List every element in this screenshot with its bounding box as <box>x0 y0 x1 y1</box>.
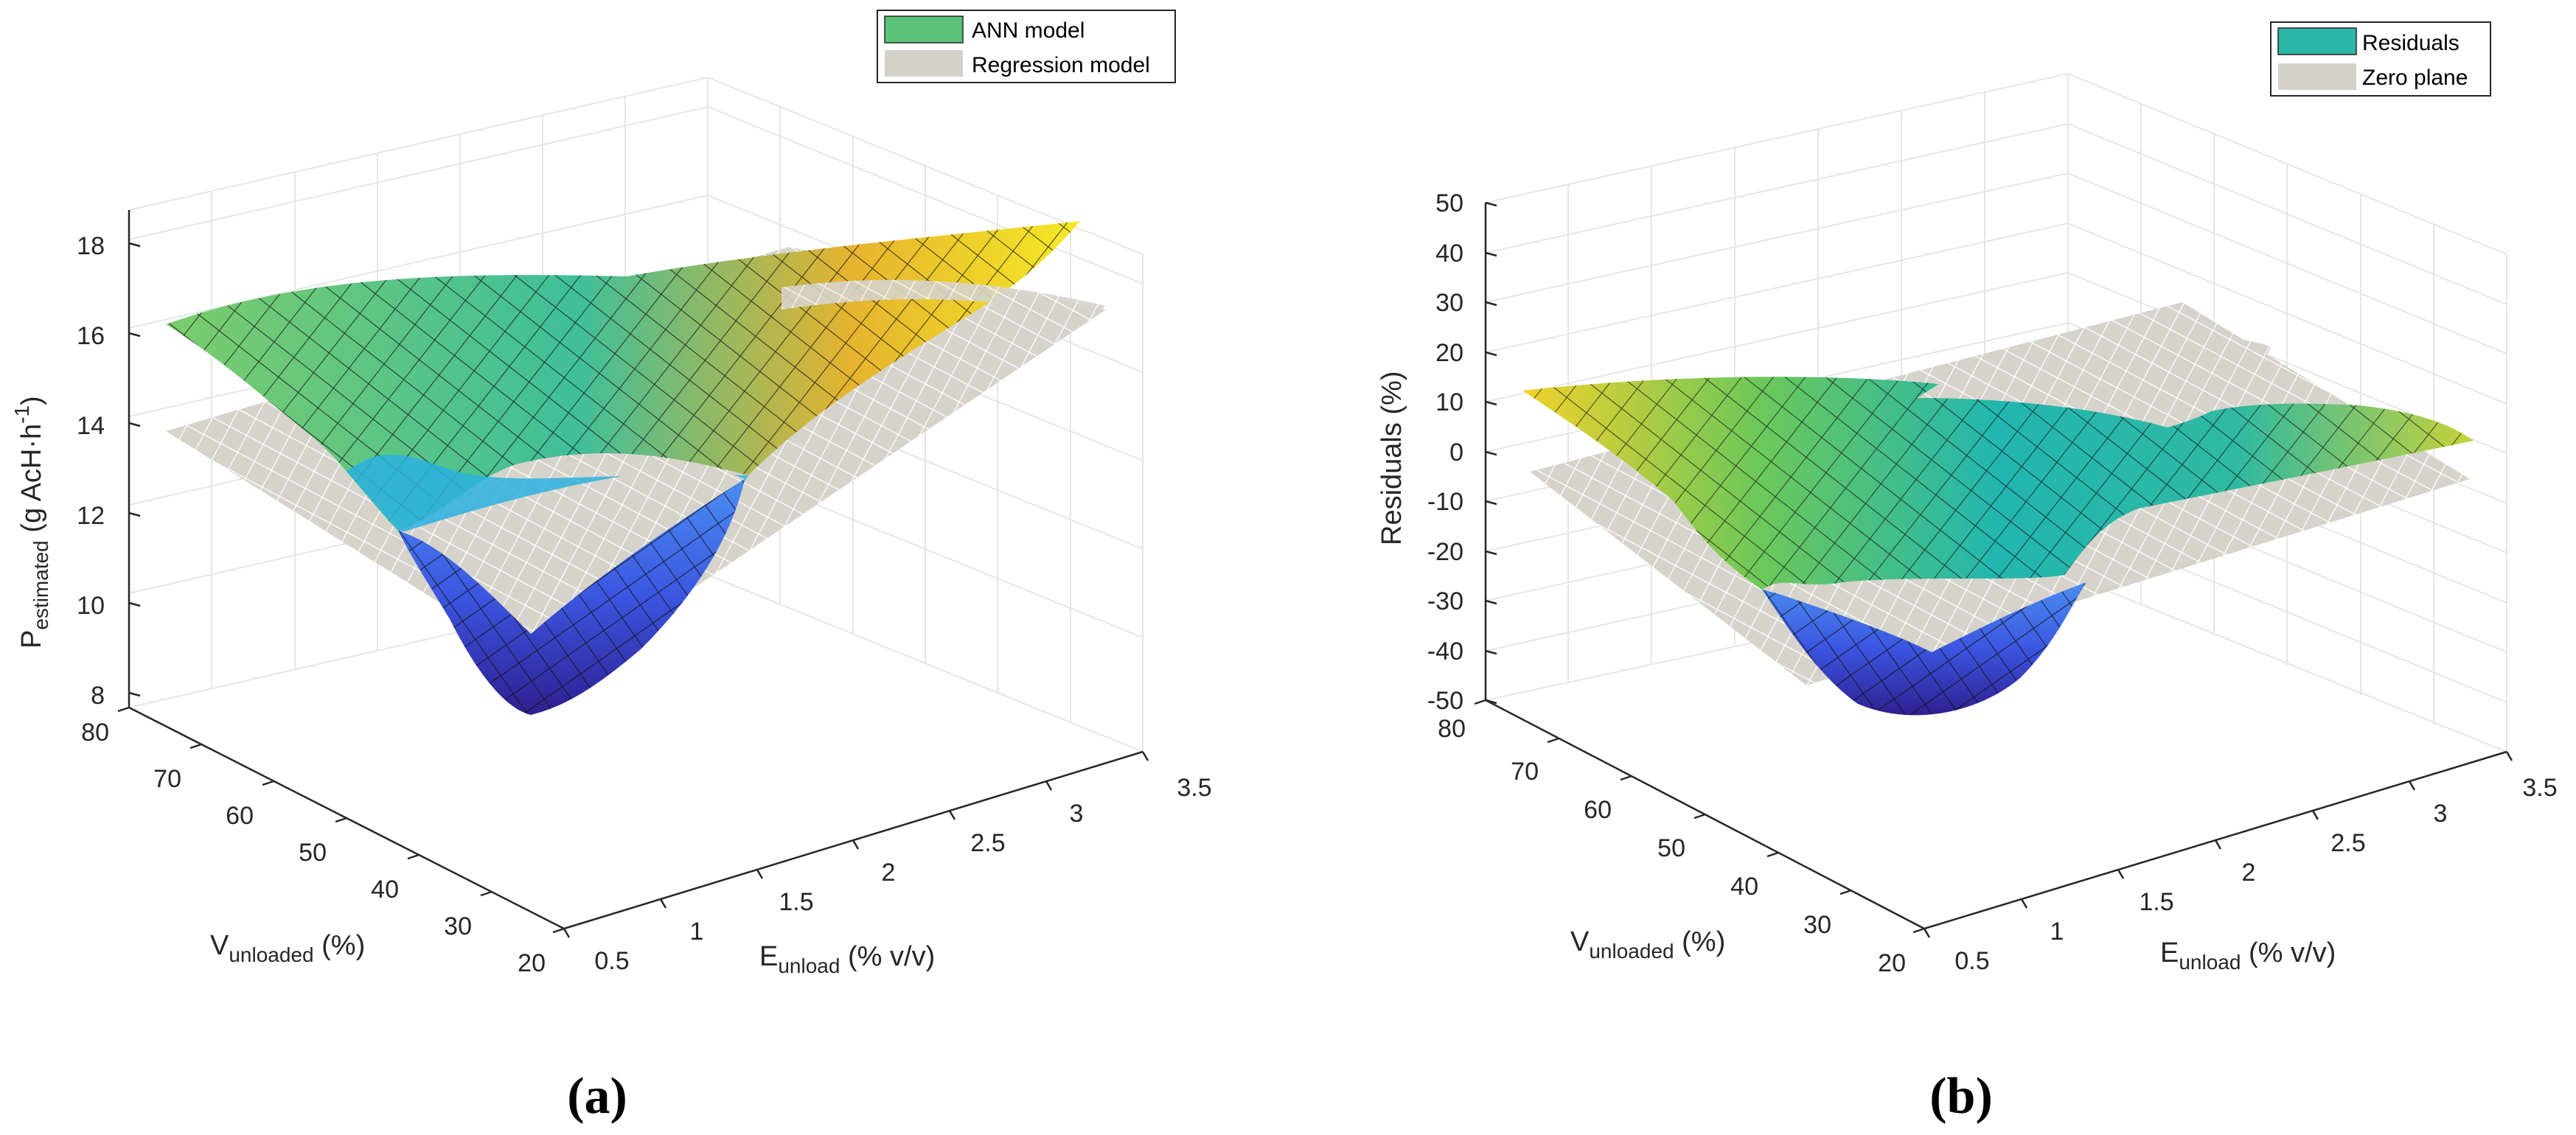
panel-b-x-ticks: 0.5 1 1.5 2 2.5 3 3.5 <box>1954 774 2557 975</box>
panel-b: -50 -40 -30 -20 -10 0 10 20 30 40 50 20 … <box>1376 21 2558 1125</box>
x-tick: 3.5 <box>1177 774 1211 802</box>
legend-swatch-residuals <box>2277 27 2357 55</box>
panel-a-caption: (a) <box>567 1068 627 1125</box>
y-tick: 80 <box>81 719 109 747</box>
z-tick: -20 <box>1427 538 1463 566</box>
legend-swatch-ann <box>884 15 964 43</box>
x-tick: 2 <box>2242 859 2256 887</box>
legend-label: Regression model <box>972 53 1150 77</box>
z-tick: 30 <box>1435 289 1463 317</box>
y-tick: 80 <box>1438 715 1466 743</box>
y-tick: 70 <box>153 765 181 793</box>
panel-a-legend: ANN model Regression model <box>877 10 1176 83</box>
panel-a-x-label: Eunload (% v/v) <box>759 941 935 977</box>
panel-a: 8 10 12 14 16 18 20 30 40 50 60 70 80 0.… <box>10 10 1212 1125</box>
x-tick: 0.5 <box>594 947 629 975</box>
z-tick: 10 <box>77 592 105 620</box>
x-tick: 3 <box>1070 800 1084 828</box>
z-tick: 8 <box>91 682 105 710</box>
y-tick: 50 <box>299 839 327 867</box>
x-tick: 2.5 <box>2330 829 2365 857</box>
panel-b-y-ticks: 20 30 40 50 60 70 80 <box>1438 715 1906 977</box>
y-tick: 30 <box>444 912 472 940</box>
y-tick: 20 <box>1878 949 1906 977</box>
y-tick: 40 <box>1730 873 1758 901</box>
z-tick: 16 <box>77 322 105 350</box>
y-tick: 60 <box>226 802 254 830</box>
z-tick: -10 <box>1427 488 1463 516</box>
panel-b-legend: Residuals Zero plane <box>2270 21 2491 97</box>
legend-label: ANN model <box>972 18 1085 43</box>
panel-b-z-ticks: -50 -40 -30 -20 -10 0 10 20 30 40 50 <box>1427 189 1463 715</box>
z-tick: 0 <box>1449 439 1463 467</box>
y-tick: 40 <box>371 876 399 904</box>
legend-swatch-zero-plane <box>2278 63 2356 90</box>
y-tick: 20 <box>518 949 546 977</box>
panel-a-z-ticks: 8 10 12 14 16 18 <box>77 232 105 710</box>
panel-b-z-label: Residuals (%) <box>1376 371 1407 545</box>
x-tick: 1.5 <box>2139 888 2173 916</box>
panel-a-y-label: Vunloaded (%) <box>210 930 365 966</box>
legend-label: Zero plane <box>2362 66 2468 90</box>
y-tick: 70 <box>1511 758 1539 786</box>
z-tick: -40 <box>1427 638 1463 666</box>
x-tick: 0.5 <box>1954 947 1989 975</box>
panel-b-caption: (b) <box>1929 1068 1993 1125</box>
z-tick: 40 <box>1435 240 1463 268</box>
x-tick: 1 <box>2050 918 2064 946</box>
legend-label: Residuals <box>2362 31 2460 55</box>
y-tick: 50 <box>1657 834 1685 862</box>
z-tick: -30 <box>1427 587 1463 615</box>
x-tick: 3 <box>2434 800 2448 828</box>
x-tick: 2.5 <box>970 829 1005 857</box>
legend-swatch-regression <box>885 50 963 77</box>
z-tick: 18 <box>77 232 105 260</box>
x-tick: 1 <box>690 918 704 946</box>
panel-b-y-label: Vunloaded (%) <box>1570 926 1725 963</box>
z-tick: 50 <box>1435 189 1463 217</box>
panel-a-y-ticks: 20 30 40 50 60 70 80 <box>81 719 546 977</box>
z-tick: -50 <box>1427 687 1463 715</box>
z-tick: 20 <box>1435 339 1463 367</box>
x-tick: 1.5 <box>779 888 813 916</box>
panel-a-z-label: Pestimated (g AcH·h-1) <box>10 396 52 649</box>
x-tick: 3.5 <box>2522 774 2557 802</box>
x-tick: 2 <box>882 859 896 887</box>
z-tick: 12 <box>77 502 105 530</box>
panel-b-x-label: Eunload (% v/v) <box>2160 937 2336 974</box>
y-tick: 30 <box>1803 911 1831 939</box>
panel-a-x-ticks: 0.5 1 1.5 2 2.5 3 3.5 <box>594 774 1211 975</box>
y-tick: 60 <box>1584 796 1612 824</box>
z-tick: 10 <box>1435 388 1463 416</box>
z-tick: 14 <box>77 412 105 440</box>
